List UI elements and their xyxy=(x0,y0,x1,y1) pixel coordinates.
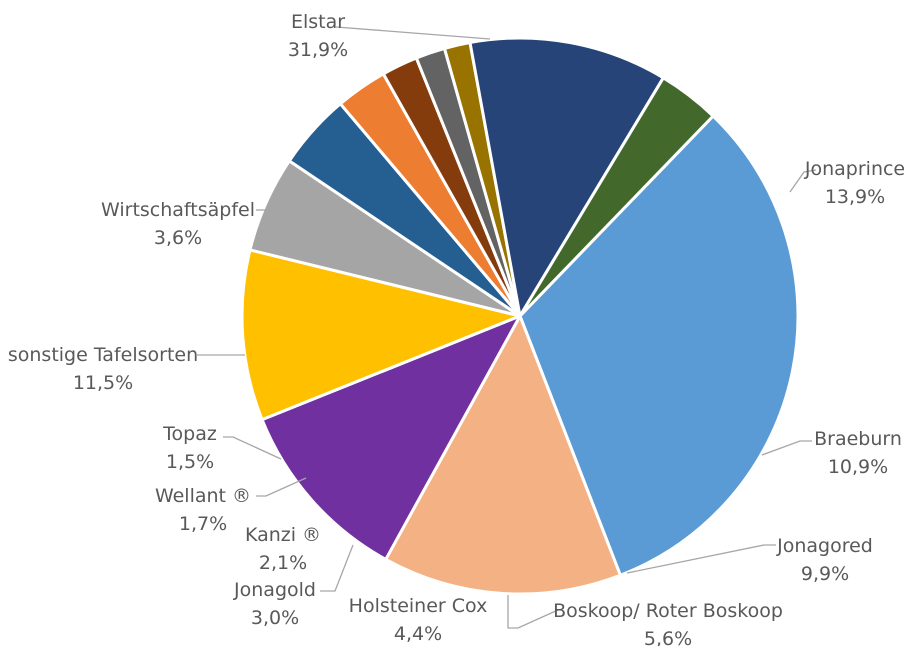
slice-value-boskoop-roter-boskoop: 5,6% xyxy=(644,628,692,646)
slice-value-holsteiner-cox: 4,4% xyxy=(394,623,442,645)
leader-line-jonagored xyxy=(626,544,776,574)
slice-value-wellant: 1,7% xyxy=(179,513,227,535)
leader-line-jonagold xyxy=(320,544,354,592)
slice-value-sonstige-tafelsorten: 11,5% xyxy=(73,372,133,394)
pie-slice-jonaprince xyxy=(384,314,622,596)
slice-value-wirtschaftsaepfel: 3,6% xyxy=(154,227,202,249)
slice-value-topaz: 1,5% xyxy=(166,451,214,473)
slice-value-jonaprince: 13,9% xyxy=(825,186,885,208)
slice-name-holsteiner-cox: Holsteiner Cox xyxy=(349,595,488,617)
pie-slice-sonstige-tafelsorten xyxy=(468,36,665,318)
slice-value-jonagold: 3,0% xyxy=(251,607,299,629)
slice-name-boskoop-roter-boskoop: Boskoop/ Roter Boskoop xyxy=(553,600,783,622)
leader-line-topaz xyxy=(223,436,282,460)
leader-lines xyxy=(197,26,817,629)
slice-name-jonaprince: Jonaprince xyxy=(804,158,905,180)
slice-name-braeburn: Braeburn xyxy=(814,428,902,450)
slice-value-jonagored: 9,9% xyxy=(801,563,849,585)
slice-value-braeburn: 10,9% xyxy=(828,456,888,478)
pie-slice-wirtschaftsaepfel xyxy=(518,76,715,318)
leader-line-jonaprince xyxy=(789,169,817,193)
slice-name-sonstige-tafelsorten: sonstige Tafelsorten xyxy=(8,344,198,366)
pie-slice-elstar xyxy=(518,114,800,577)
leader-line-braeburn xyxy=(761,440,812,456)
pie-slices xyxy=(240,36,800,596)
leader-line-wellant xyxy=(256,477,307,497)
slice-name-jonagored: Jonagored xyxy=(776,535,873,557)
slice-labels: Elstar 31,9% Jonaprince 13,9% Braeburn 10,9% J… xyxy=(8,11,905,646)
pie-slice-braeburn xyxy=(260,314,522,561)
leader-line-boskoop-roter-boskoop xyxy=(507,595,559,629)
slice-value-elstar: 31,9% xyxy=(288,39,348,61)
slice-name-topaz: Topaz xyxy=(162,423,217,445)
slice-name-elstar: Elstar xyxy=(291,11,345,33)
slice-value-kanzi: 2,1% xyxy=(259,552,307,574)
slice-name-wirtschaftsaepfel: Wirtschaftsäpfel xyxy=(101,199,255,221)
pie-slice-jonagored xyxy=(240,248,522,422)
leader-line-elstar xyxy=(335,26,491,40)
slice-name-wellant: Wellant ® xyxy=(155,485,251,507)
slice-name-jonagold: Jonagold xyxy=(233,579,316,601)
slice-name-kanzi: Kanzi ® xyxy=(245,524,321,546)
